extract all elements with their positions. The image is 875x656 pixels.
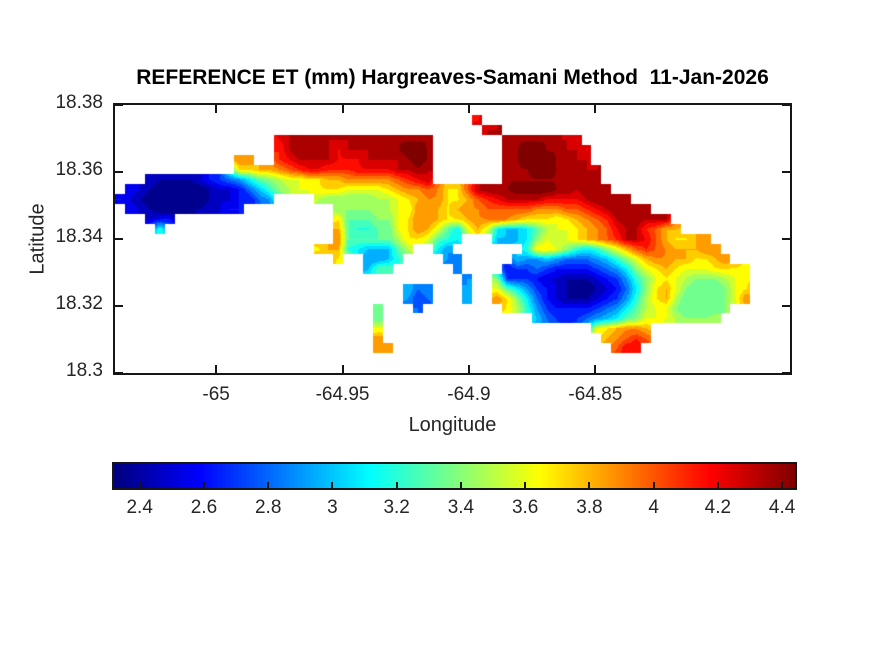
y-axis-tick-mirror [782,305,790,307]
colorbar-tick-label: 4.4 [768,497,796,518]
y-axis-tick [115,104,123,106]
colorbar-tick-label: 2.8 [254,497,282,518]
y-axis-tick [115,238,123,240]
colorbar-tick-label: 2.6 [190,497,218,518]
colorbar-tick-label: 3.2 [383,497,410,518]
colorbar-tick [395,482,398,488]
y-axis-tick-mirror [782,171,790,173]
x-tick-label: -64.95 [315,384,370,405]
x-axis-tick-mirror [467,105,470,113]
x-axis-tick [467,365,470,373]
x-tick-label: -65 [202,384,230,405]
y-tick-label: 18.38 [55,92,103,113]
colorbar-gradient-canvas [114,464,795,488]
colorbar-tick [202,482,205,488]
x-tick-label: -64.85 [568,384,623,405]
colorbar-tick [588,482,591,488]
colorbar-tick-label: 3.6 [511,497,539,518]
contour-map-canvas [115,105,790,373]
x-axis-tick-mirror [215,105,218,113]
y-axis-label: Latitude [26,203,49,275]
colorbar-tick [781,482,784,488]
plot-area [113,103,792,375]
colorbar-tick-label: 3.4 [447,497,475,518]
y-tick-label: 18.36 [55,159,103,180]
y-axis-tick-mirror [782,104,790,106]
y-axis-tick [115,171,123,173]
chart-title: REFERENCE ET (mm) Hargreaves-Samani Meth… [136,66,769,89]
colorbar-tick-label: 4 [648,497,659,518]
colorbar-tick [716,482,719,488]
x-axis-tick-mirror [341,105,344,113]
colorbar-tick-label: 3 [327,497,338,518]
x-axis-tick [341,365,344,373]
colorbar-tick-label: 4.2 [704,497,732,518]
y-axis-tick [115,372,123,374]
x-tick-label: -64.9 [447,384,491,405]
colorbar-tick [652,482,655,488]
colorbar-tick [459,482,462,488]
x-axis-tick-mirror [594,105,597,113]
colorbar [112,462,797,490]
y-axis-tick-mirror [782,238,790,240]
colorbar-tick [524,482,527,488]
colorbar-tick [138,482,141,488]
y-axis-tick [115,305,123,307]
colorbar-tick-label: 3.8 [576,497,603,518]
y-tick-label: 18.3 [66,360,103,381]
x-axis-tick [215,365,218,373]
x-axis-label: Longitude [408,414,497,436]
y-axis-tick-mirror [782,372,790,374]
y-tick-label: 18.32 [55,293,103,314]
colorbar-tick [331,482,334,488]
y-tick-label: 18.34 [55,226,103,247]
colorbar-tick-label: 2.4 [126,497,153,518]
x-axis-tick [594,365,597,373]
colorbar-tick [267,482,270,488]
